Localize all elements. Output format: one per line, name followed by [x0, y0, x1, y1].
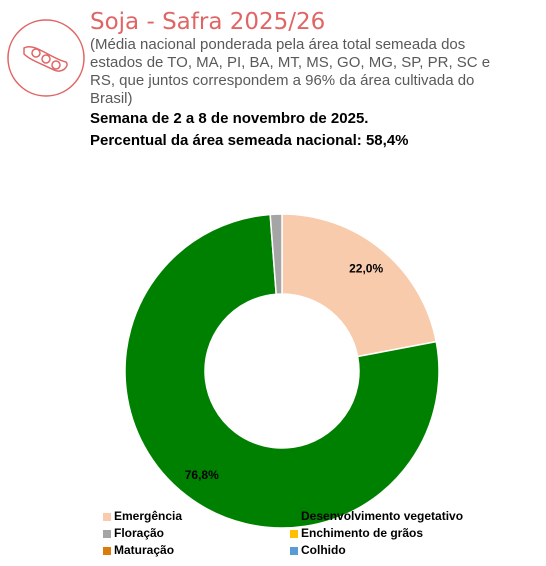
header: Soja - Safra 2025/26 (Média nacional pon…	[90, 8, 530, 152]
week: Semana de 2 a 8 de novembro de 2025.	[90, 110, 369, 127]
slice	[269, 213, 283, 296]
legend-swatch	[290, 513, 298, 521]
legend-label: Desenvolvimento vegetativo	[301, 509, 463, 523]
legend-label: Floração	[114, 526, 164, 540]
slice	[281, 213, 438, 358]
legend-swatch	[290, 530, 298, 538]
legend-label: Enchimento de grãos	[301, 526, 423, 540]
icon	[7, 19, 85, 97]
data-label: 22,0%	[349, 261, 383, 275]
legend-swatch	[290, 547, 298, 555]
legend-swatch	[103, 530, 111, 538]
legend-swatch	[103, 513, 111, 521]
legend-label: Emergência	[114, 509, 182, 523]
planted-share: Percentual da área semeada nacional: 58,…	[90, 132, 409, 149]
subtitle: (Média nacional ponderada pela área tota…	[90, 36, 491, 107]
legend-label: Maturação	[114, 543, 174, 557]
legend-label: Colhido	[301, 543, 346, 557]
data-label: 76,8%	[185, 468, 219, 482]
chart-title: Soja - Safra 2025/26	[90, 9, 326, 35]
legend-swatch	[103, 547, 111, 555]
slice	[124, 213, 440, 529]
